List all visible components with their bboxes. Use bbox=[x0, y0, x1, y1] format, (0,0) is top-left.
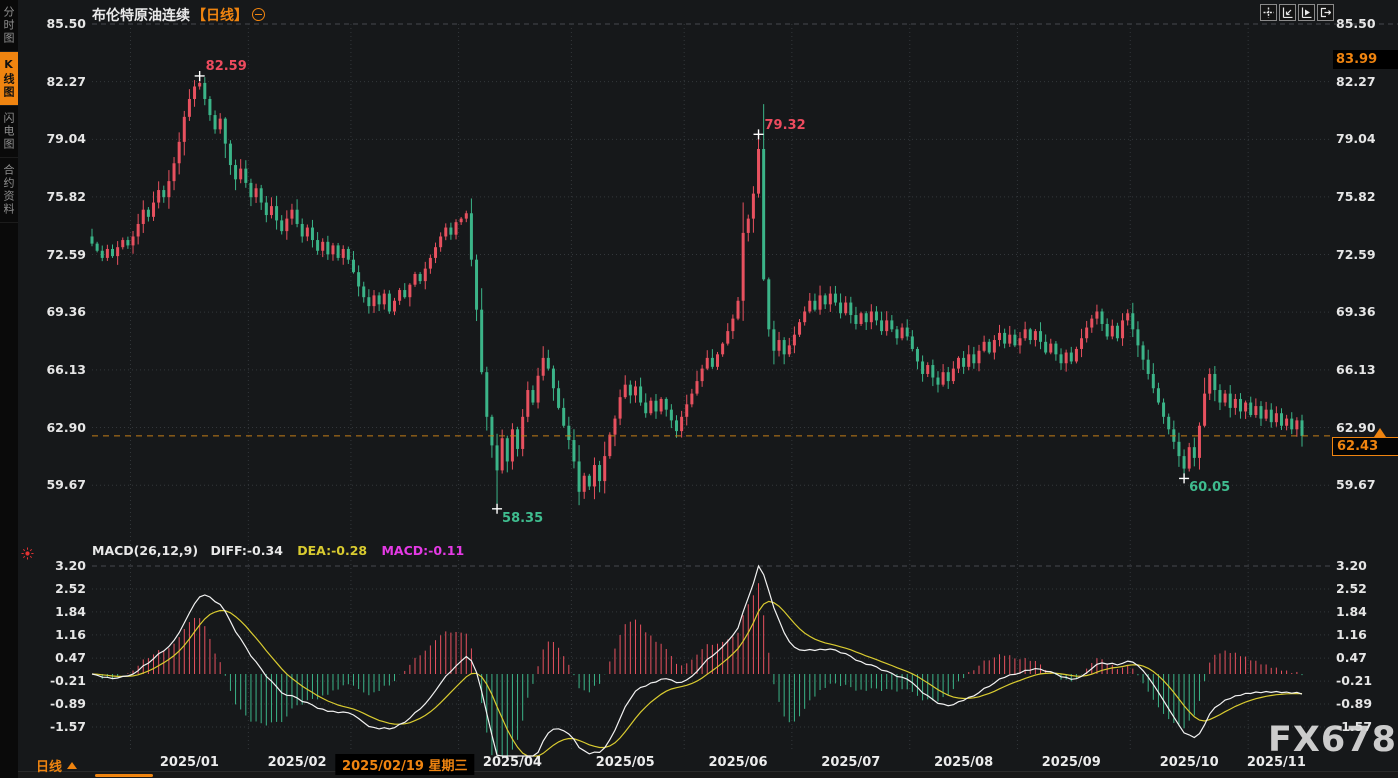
sidebar-item[interactable]: 合约资料 bbox=[0, 158, 18, 223]
red-sun-icon[interactable] bbox=[21, 545, 34, 564]
macd-axis-label-left: 1.16 bbox=[55, 626, 86, 642]
candles-layer bbox=[90, 75, 1304, 509]
low-annotation: 58.35 bbox=[502, 510, 544, 526]
x-axis-label: 2025/02 bbox=[267, 755, 327, 770]
x-axis-label: 2025/11 bbox=[1246, 755, 1306, 770]
dea-line bbox=[91, 600, 1303, 757]
low-annotation: 60.05 bbox=[1189, 480, 1231, 496]
toolbar bbox=[1260, 4, 1334, 21]
sidebar-item[interactable]: K线图 bbox=[0, 52, 18, 106]
price-up-arrow-icon bbox=[1374, 428, 1386, 437]
diff-line bbox=[91, 564, 1303, 757]
macd-axis-label-left: -1.57 bbox=[49, 719, 86, 734]
period-selector-label: 日线 bbox=[36, 760, 63, 775]
macd-axis-label-left: 3.20 bbox=[55, 558, 86, 573]
period-tag: 【日线】 bbox=[192, 8, 248, 24]
x-axis-label: 2025/09 bbox=[1041, 755, 1101, 770]
macd-dea-value: DEA:-0.28 bbox=[297, 543, 368, 558]
x-axis-label: 2025/06 bbox=[708, 755, 768, 770]
macd-axis-label-right: 1.16 bbox=[1336, 626, 1367, 642]
x-axis-label: 2025/05 bbox=[595, 755, 655, 770]
price-axis-label-right: 62.90 bbox=[1336, 419, 1376, 435]
price-axis-label-left: 82.27 bbox=[46, 73, 86, 89]
axis-autoplay-icon[interactable] bbox=[1298, 4, 1315, 21]
price-axis-label-right: 69.36 bbox=[1336, 304, 1376, 320]
horizontal-scrollbar[interactable] bbox=[18, 771, 1398, 778]
current-price-tag: 62.43 bbox=[1332, 437, 1398, 456]
instrument-title: 布伦特原油连续 bbox=[92, 8, 190, 24]
x-axis-label: 2025/08 bbox=[934, 755, 994, 770]
price-axis-label-right: 82.27 bbox=[1336, 73, 1376, 89]
price-axis-label-right: 79.04 bbox=[1336, 131, 1376, 147]
price-axis-label-left: 69.36 bbox=[46, 304, 86, 320]
price-axis-label-right: 66.13 bbox=[1336, 361, 1376, 377]
macd-macd-value: MACD:-0.11 bbox=[381, 543, 465, 558]
exit-restore-icon[interactable] bbox=[1317, 4, 1334, 21]
x-axis-label: 2025/10 bbox=[1159, 755, 1219, 770]
reference-price-label: 83.99 bbox=[1333, 50, 1398, 69]
high-annotation: 79.32 bbox=[764, 118, 806, 134]
x-axis-label: 2025/04 bbox=[482, 755, 542, 770]
macd-histogram-layer bbox=[96, 583, 1303, 756]
macd-axis-label-left: 1.84 bbox=[55, 603, 86, 619]
macd-axis-label-left: -0.21 bbox=[49, 673, 86, 689]
circle-minus-icon[interactable] bbox=[252, 8, 265, 21]
macd-axis-label-right: 1.84 bbox=[1336, 603, 1367, 619]
macd-axis-label-right: -1.57 bbox=[1336, 719, 1373, 734]
price-axis-label-left: 59.67 bbox=[46, 477, 86, 493]
macd-axis-label-right: 0.47 bbox=[1336, 650, 1367, 666]
pan-cross-icon[interactable] bbox=[1260, 4, 1277, 21]
macd-axis-label-left: 2.52 bbox=[55, 580, 86, 596]
macd-axis-label-right: -0.21 bbox=[1336, 673, 1373, 689]
title-bar: 布伦特原油连续 【日线】 bbox=[92, 5, 265, 25]
period-selector[interactable]: 日线 bbox=[36, 756, 78, 775]
macd-axis-label-right: 2.52 bbox=[1336, 580, 1367, 596]
macd-title: MACD(26,12,9) bbox=[92, 543, 199, 558]
macd-axis-label-right: 3.20 bbox=[1336, 558, 1367, 573]
axis-jump-left-icon[interactable] bbox=[1279, 4, 1296, 21]
crosshair-date-label: 2025/02/19 星期三 bbox=[335, 754, 475, 775]
high-annotation: 82.59 bbox=[205, 58, 247, 74]
x-axis-label: 2025/07 bbox=[821, 755, 881, 770]
macd-axis-label-left: -0.89 bbox=[49, 696, 86, 712]
watermark: FX678 bbox=[1268, 720, 1397, 760]
x-axis-label: 2025/01 bbox=[159, 755, 219, 770]
price-axis-label-left: 72.59 bbox=[46, 246, 86, 262]
sidebar: 分时图 K线图 闪电图 合约资料 bbox=[0, 0, 18, 777]
scrollbar-thumb[interactable] bbox=[95, 774, 153, 777]
price-axis-label-right: 72.59 bbox=[1336, 246, 1376, 262]
macd-legend: MACD(26,12,9) DIFF:-0.34 DEA:-0.28 MACD:… bbox=[92, 543, 464, 558]
macd-axis-label-left: 0.47 bbox=[55, 650, 86, 666]
macd-axis-label-right: -0.89 bbox=[1336, 696, 1373, 712]
price-axis-label-left: 66.13 bbox=[46, 361, 86, 377]
annotation-markers-layer bbox=[194, 70, 1190, 514]
price-axis-label-left: 75.82 bbox=[46, 188, 86, 204]
price-axis-label-right: 59.67 bbox=[1336, 477, 1376, 493]
macd-diff-value: DIFF:-0.34 bbox=[210, 543, 283, 558]
price-axis-label-right: 85.50 bbox=[1336, 16, 1376, 31]
triangle-up-icon bbox=[67, 762, 78, 769]
sidebar-item[interactable]: 闪电图 bbox=[0, 106, 18, 158]
price-axis-label-right: 75.82 bbox=[1336, 188, 1376, 204]
sidebar-item[interactable]: 分时图 bbox=[0, 0, 18, 52]
gridlines-layer bbox=[92, 23, 1398, 777]
price-axis-label-left: 79.04 bbox=[46, 131, 86, 147]
price-axis-label-left: 62.90 bbox=[46, 419, 86, 435]
price-axis-label-left: 85.50 bbox=[46, 16, 86, 31]
